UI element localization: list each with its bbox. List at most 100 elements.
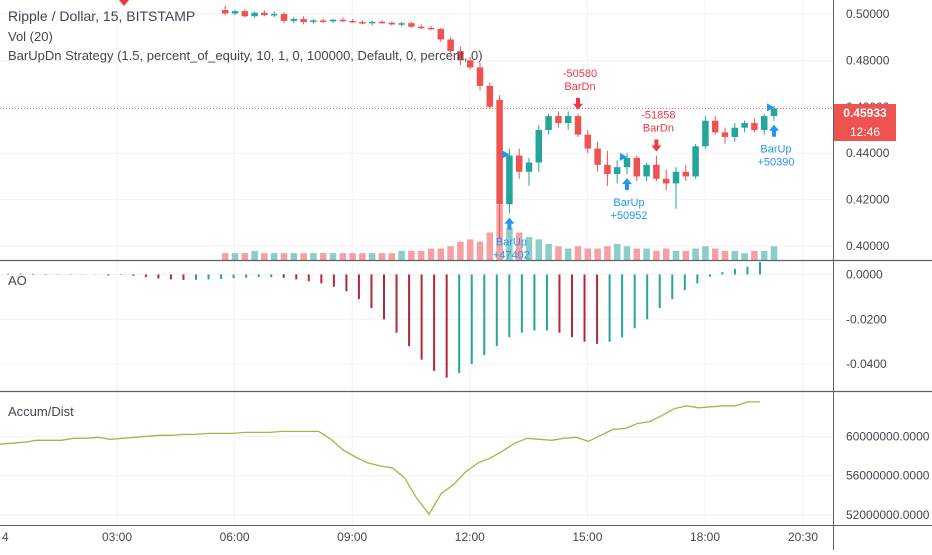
candle-body — [329, 19, 337, 22]
volume-bar — [280, 253, 288, 260]
volume-bar — [290, 253, 298, 260]
volume-bar — [662, 248, 670, 260]
volume-bar — [231, 253, 239, 260]
bar-countdown-value: 12:46 — [849, 125, 881, 139]
volume-bar — [506, 227, 513, 260]
volume-bar — [770, 246, 778, 260]
symbol-title[interactable]: Ripple / Dollar, 15, BITSTAMP — [8, 8, 196, 24]
sell-arrow-icon — [651, 139, 662, 152]
volume-bar — [417, 250, 425, 260]
time-axis-tick-label: 4 — [2, 530, 9, 544]
time-axis-tick-label: 15:00 — [572, 530, 602, 544]
volume-bar — [535, 239, 543, 260]
buy-signal-profit: +47402 — [493, 250, 530, 262]
volume-bar — [368, 253, 376, 260]
entry-marker-icon — [767, 103, 774, 112]
candle-body — [368, 21, 376, 24]
volume-bar — [751, 250, 758, 260]
candle-body — [457, 51, 464, 61]
volume-indicator-label[interactable]: Vol (20) — [8, 29, 53, 44]
volume-bar — [447, 246, 454, 260]
candle-body — [711, 120, 719, 133]
sell-signal-profit: -51858 — [641, 110, 675, 122]
volume-bar — [574, 246, 582, 260]
candle-body — [398, 23, 405, 25]
volume-bar — [466, 239, 474, 260]
candle-body — [751, 123, 758, 130]
buy-arrow-icon — [504, 217, 515, 230]
candle-body — [564, 116, 572, 124]
volume-bar — [378, 253, 386, 260]
time-axis-tick-label: 12:00 — [455, 530, 485, 544]
volume-bar — [633, 248, 641, 260]
buy-signal-label: BarUp — [760, 144, 791, 156]
buy-signal-profit: +50952 — [610, 210, 647, 222]
candle-body — [408, 23, 415, 27]
buy-arrow-icon — [769, 124, 779, 137]
time-axis-tick-label: 06:00 — [220, 530, 250, 544]
sell-signal-label: BarDn — [643, 123, 674, 135]
candle-body — [447, 39, 454, 52]
volume-bar — [437, 248, 445, 260]
volume-bar — [261, 253, 268, 260]
accum-axis-tick-label: 56000000.0000 — [846, 469, 930, 483]
volume-bar — [711, 248, 719, 260]
candle-body — [476, 67, 484, 86]
volume-bar — [692, 248, 699, 260]
volume-bar — [515, 232, 523, 260]
candle-body — [555, 116, 562, 124]
strategy-indicator-label[interactable]: BarUpDn Strategy (1.5, percent_of_equity… — [8, 48, 483, 63]
candle-body — [633, 157, 641, 177]
candle-body — [604, 164, 611, 175]
volume-bar — [486, 232, 494, 260]
volume-bar — [555, 246, 562, 260]
volume-bar — [241, 253, 249, 260]
ao-axis-tick-label: -0.0400 — [846, 357, 887, 371]
candle-body — [574, 116, 582, 135]
accum-dist-pane-title[interactable]: Accum/Dist — [8, 404, 74, 419]
volume-bar — [545, 243, 552, 260]
volume-bar — [584, 248, 592, 260]
buy-signal-label: BarUp — [613, 197, 644, 209]
candle-body — [486, 85, 494, 107]
volume-bar — [731, 250, 739, 260]
candle-body — [359, 22, 366, 24]
ao-pane-title[interactable]: AO — [8, 273, 27, 288]
candle-body — [319, 20, 327, 22]
volume-bar — [594, 248, 601, 260]
candle-body — [241, 11, 249, 17]
candle-body — [741, 123, 748, 128]
candle-body — [525, 162, 533, 172]
volume-bar — [476, 241, 484, 260]
time-axis-tick-label: 03:00 — [102, 530, 132, 544]
price-axis-tick-label: 0.40000 — [846, 239, 890, 253]
candle-body — [251, 12, 258, 17]
candle-body — [280, 13, 288, 21]
volume-bar — [643, 248, 650, 260]
time-axis-tick-label: 20:30 — [788, 530, 818, 544]
candle-body — [506, 155, 513, 205]
candle-body — [653, 164, 660, 179]
bar-countdown-badge: 12:46 — [834, 123, 896, 141]
candle-body — [270, 13, 278, 16]
volume-bar — [251, 250, 258, 260]
candle-body — [643, 164, 650, 177]
candle-body — [545, 116, 552, 130]
time-axis-tick-label: 18:00 — [690, 530, 720, 544]
price-axis-tick-label: 0.48000 — [846, 53, 890, 67]
buy-signal-profit: +50390 — [757, 157, 794, 169]
candle-body — [672, 171, 680, 184]
candle-body — [692, 146, 699, 177]
volume-bar — [653, 250, 660, 260]
ao-axis-tick-label: -0.0200 — [846, 312, 887, 326]
candle-body — [427, 27, 435, 30]
sell-arrow-icon — [573, 97, 583, 110]
candle-body — [623, 157, 631, 168]
candle-body — [378, 21, 386, 24]
volume-bar — [525, 237, 533, 260]
candle-body — [496, 99, 503, 205]
volume-bar — [398, 250, 405, 260]
candle-body — [388, 22, 396, 25]
